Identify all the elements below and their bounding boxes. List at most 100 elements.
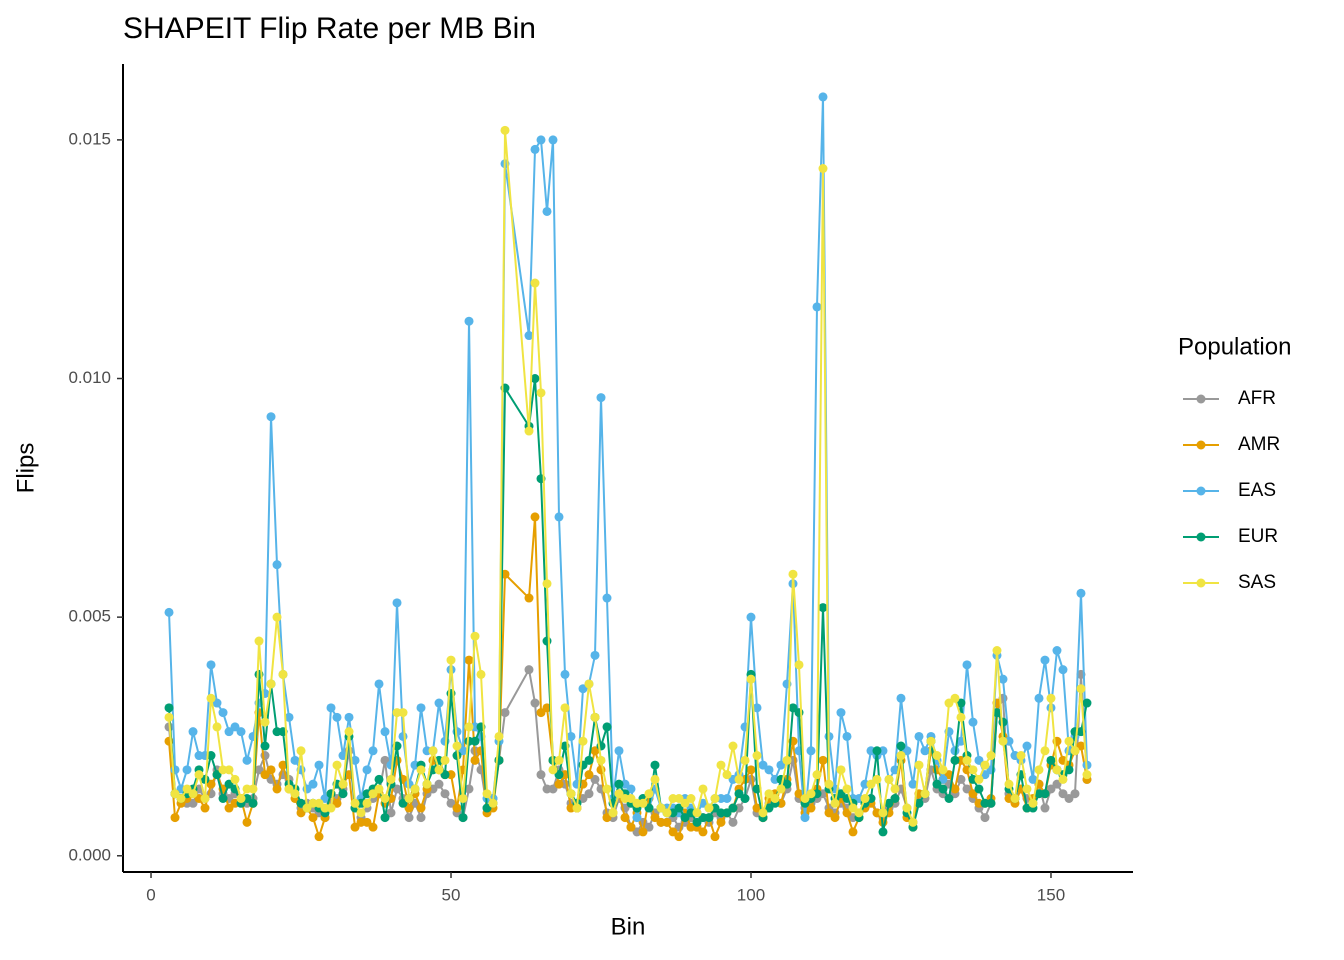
data-point — [590, 650, 600, 660]
data-point — [368, 789, 378, 799]
data-point — [1022, 741, 1032, 751]
data-point — [794, 660, 804, 670]
data-point — [944, 794, 954, 804]
data-point — [332, 712, 342, 722]
data-point — [752, 751, 762, 761]
data-point — [872, 774, 882, 784]
data-point — [1046, 755, 1056, 765]
data-point — [530, 278, 540, 288]
data-point — [386, 774, 396, 784]
legend-swatch — [1196, 532, 1206, 542]
data-point — [1028, 798, 1038, 808]
data-point — [296, 808, 306, 818]
chart-title: SHAPEIT Flip Rate per MB Bin — [123, 12, 536, 45]
data-point — [806, 789, 816, 799]
data-point — [992, 708, 1002, 718]
data-point — [752, 803, 762, 813]
data-point — [554, 512, 564, 522]
data-point — [1004, 779, 1014, 789]
data-point — [896, 693, 906, 703]
legend-label: SAS — [1238, 572, 1276, 593]
data-point — [746, 674, 756, 684]
data-point — [914, 798, 924, 808]
series-line — [168, 378, 1088, 833]
data-point — [440, 789, 450, 799]
data-point — [530, 144, 540, 154]
data-point — [812, 302, 822, 312]
legend-label: AFR — [1238, 388, 1276, 409]
data-point — [578, 736, 588, 746]
data-point — [692, 817, 702, 827]
data-point — [632, 813, 642, 823]
data-point — [638, 798, 648, 808]
data-point — [398, 798, 408, 808]
data-point — [530, 698, 540, 708]
data-point — [554, 770, 564, 780]
data-point — [800, 813, 810, 823]
data-point — [368, 746, 378, 756]
y-tick-label: 0.000 — [68, 845, 111, 864]
data-point — [734, 789, 744, 799]
data-point — [338, 789, 348, 799]
data-point — [968, 789, 978, 799]
data-point — [680, 813, 690, 823]
data-point — [686, 794, 696, 804]
data-point — [824, 808, 834, 818]
data-point — [788, 569, 798, 579]
data-point — [350, 798, 360, 808]
data-point — [314, 760, 324, 770]
data-point — [548, 784, 558, 794]
data-point — [818, 755, 828, 765]
data-point — [218, 708, 228, 718]
data-point — [710, 832, 720, 842]
data-point — [680, 798, 690, 808]
data-point — [314, 832, 324, 842]
data-point — [734, 774, 744, 784]
data-point — [1064, 794, 1074, 804]
data-point — [404, 803, 414, 813]
data-point — [710, 794, 720, 804]
data-point — [212, 770, 222, 780]
data-point — [266, 765, 276, 775]
data-point — [704, 803, 714, 813]
legend-swatch — [1196, 486, 1206, 496]
data-point — [758, 808, 768, 818]
data-point — [650, 760, 660, 770]
data-point — [590, 746, 600, 756]
data-point — [890, 784, 900, 794]
data-point — [542, 579, 552, 589]
data-point — [452, 741, 462, 751]
data-point — [458, 746, 468, 756]
data-point — [260, 770, 270, 780]
data-point — [164, 703, 174, 713]
data-point — [458, 813, 468, 823]
data-point — [380, 755, 390, 765]
data-point — [338, 779, 348, 789]
data-point — [278, 669, 288, 679]
data-point — [374, 784, 384, 794]
data-point — [392, 598, 402, 608]
data-point — [296, 798, 306, 808]
data-point — [878, 827, 888, 837]
data-point — [482, 789, 492, 799]
data-point — [674, 794, 684, 804]
data-point — [230, 722, 240, 732]
data-point — [638, 827, 648, 837]
data-point — [584, 789, 594, 799]
data-point — [716, 817, 726, 827]
data-point — [806, 803, 816, 813]
data-point — [188, 789, 198, 799]
data-point — [626, 794, 636, 804]
data-point — [416, 813, 426, 823]
data-point — [578, 684, 588, 694]
data-point — [968, 765, 978, 775]
data-point — [530, 374, 540, 384]
data-point — [344, 727, 354, 737]
data-point — [464, 655, 474, 665]
data-point — [224, 727, 234, 737]
data-point — [998, 717, 1008, 727]
data-point — [614, 746, 624, 756]
data-point — [566, 789, 576, 799]
data-point — [770, 794, 780, 804]
data-point — [434, 779, 444, 789]
